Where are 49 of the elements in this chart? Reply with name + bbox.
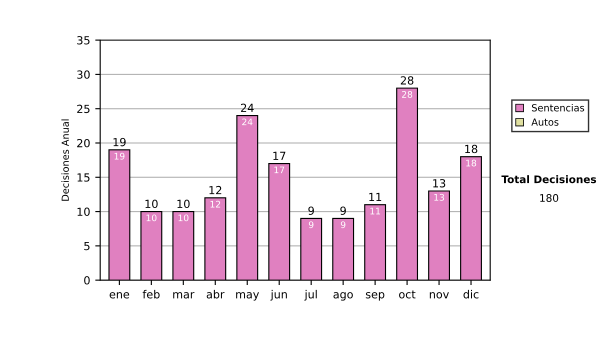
- text: 180: [540, 194, 558, 202]
- x-tick-label: nov: [430, 292, 449, 298]
- data-label: 11: [370, 208, 380, 214]
- x-tick-label: may: [236, 292, 260, 301]
- data-label: 10: [178, 214, 188, 222]
- data-label: 24: [242, 118, 252, 126]
- total-label: 13: [433, 179, 446, 188]
- text: Total Decisiones: [501, 175, 596, 184]
- total-label: 28: [400, 76, 414, 85]
- data-label: 17: [274, 166, 284, 174]
- legend-label: Sentencias: [532, 104, 584, 112]
- data-label: 28: [402, 91, 412, 98]
- total-label: 19: [114, 138, 126, 146]
- x-tick-label: oct: [399, 290, 416, 298]
- x-tick-label: jun: [270, 290, 287, 301]
- data-label: 18: [466, 160, 476, 166]
- x-tick-label: jul: [304, 290, 317, 301]
- y-tick-label: 5: [84, 242, 90, 250]
- data-label: 19: [114, 152, 124, 160]
- total-label: 11: [369, 192, 382, 202]
- y-tick-label: 10: [78, 208, 90, 216]
- x-tick-label: mar: [173, 292, 194, 298]
- x-tick-label: feb: [142, 290, 160, 298]
- x-tick-label: dic: [464, 290, 478, 298]
- data-label: 9: [308, 221, 314, 228]
- total-label: 12: [209, 186, 222, 194]
- y-tick-label: 15: [78, 173, 90, 182]
- y-tick-label: 20: [77, 138, 90, 148]
- data-label: 10: [146, 214, 156, 222]
- total-label: 9: [340, 206, 346, 215]
- legend-label: Autos: [531, 118, 558, 126]
- total-label: 10: [146, 200, 158, 208]
- total-label: 18: [465, 144, 478, 154]
- y-tick-label: 0: [84, 276, 90, 285]
- total-label: 24: [240, 104, 254, 112]
- y-tick-label: 25: [77, 104, 90, 114]
- total-label: 17: [273, 152, 286, 160]
- y-axis-title: Decisiones Anual: [61, 119, 69, 201]
- x-tick-label: sep: [366, 292, 384, 301]
- y-tick-label: 35: [77, 36, 90, 44]
- total-label: 9: [308, 206, 314, 215]
- x-tick-label: abr: [206, 290, 224, 298]
- data-label: 9: [340, 221, 346, 228]
- total-label: 10: [177, 200, 190, 208]
- x-tick-label: ene: [110, 292, 130, 298]
- y-tick-label: 30: [77, 70, 90, 79]
- data-label: 13: [434, 194, 444, 201]
- data-label: 12: [210, 200, 220, 208]
- x-tick-label: ago: [333, 292, 353, 301]
